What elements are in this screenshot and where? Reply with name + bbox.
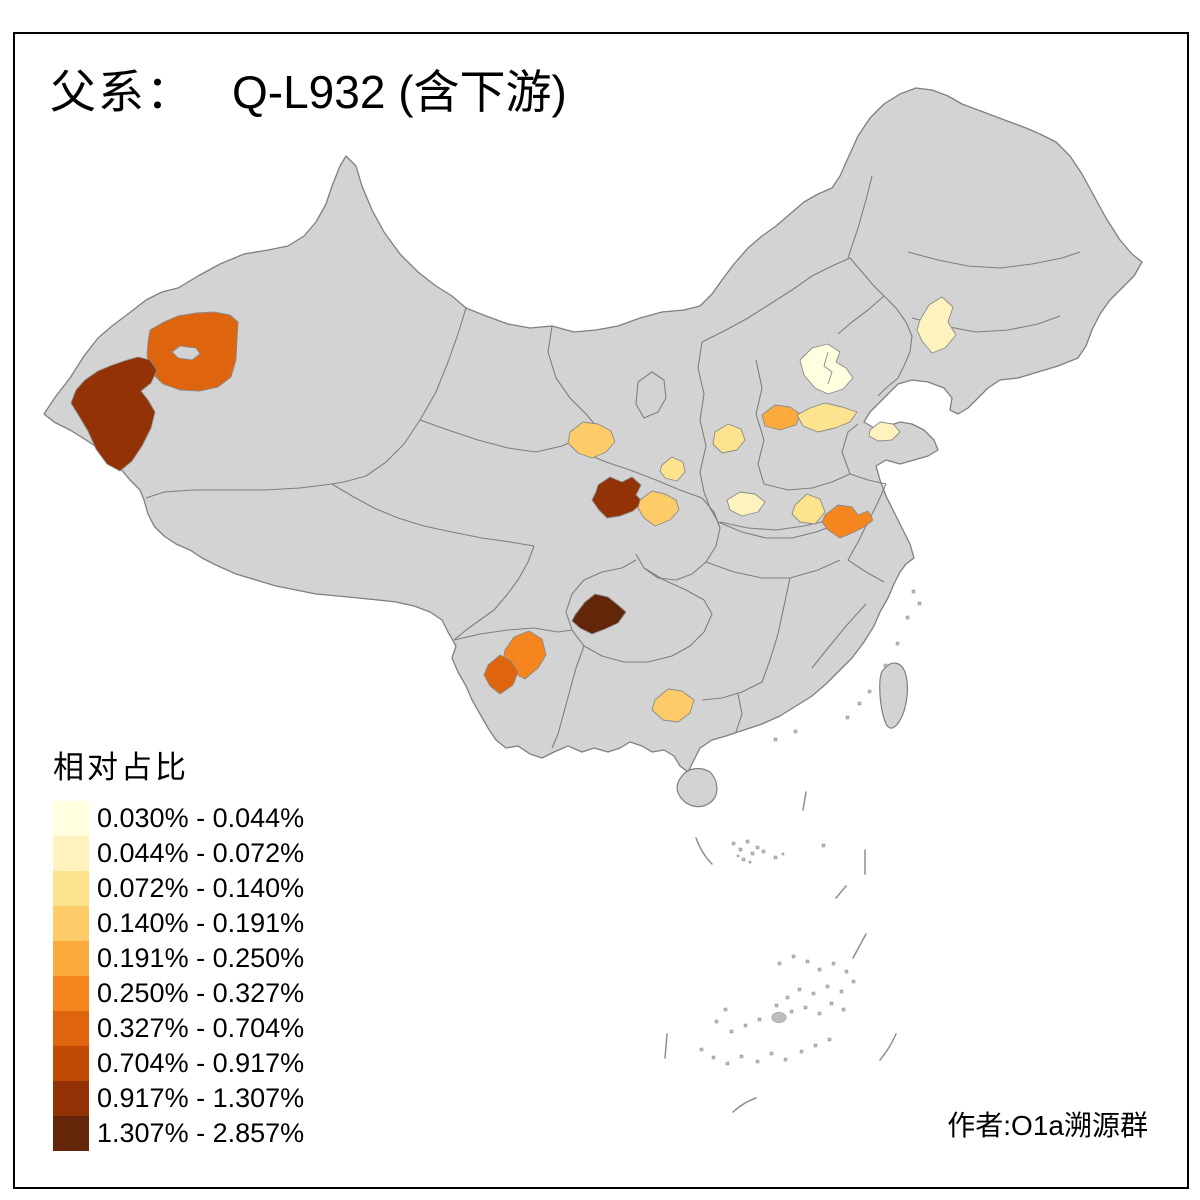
legend-swatch (53, 1081, 89, 1116)
legend-item: 0.072% - 0.140% (53, 871, 304, 906)
map-region (761, 404, 801, 431)
legend-swatch (53, 836, 89, 871)
map-region (796, 402, 858, 433)
map-region (637, 490, 680, 527)
map-region (483, 654, 519, 695)
legend-item-label: 0.191% - 0.250% (97, 943, 305, 973)
legend: 相对占比 0.030% - 0.044% 0.044% - 0.072% 0.0… (53, 742, 304, 1151)
plot-frame (13, 32, 1189, 1189)
map-region (712, 423, 746, 454)
prefecture-divider (823, 351, 833, 385)
legend-swatch (53, 906, 89, 941)
legend-item: 0.917% - 1.307% (53, 1081, 304, 1116)
title-haplogroup: Q-L932 (含下游) (232, 66, 567, 118)
legend-item-label: 0.327% - 0.704% (97, 1013, 305, 1043)
legend-title: 相对占比 (53, 750, 189, 785)
hainan-island (676, 767, 718, 808)
legend-item-label: 0.140% - 0.191% (97, 908, 305, 938)
legend-item: 0.250% - 0.327% (53, 976, 304, 1011)
map-region (799, 343, 854, 395)
map-region (659, 456, 686, 482)
legend-item: 0.704% - 0.917% (53, 1046, 304, 1081)
enclave-hole (171, 345, 201, 361)
legend-item-label: 1.307% - 2.857% (97, 1118, 305, 1148)
map-region (571, 593, 627, 635)
map-region (567, 421, 616, 459)
legend-item: 0.191% - 0.250% (53, 941, 304, 976)
map-region (651, 688, 695, 723)
legend-swatch (53, 1116, 89, 1151)
legend-item: 0.140% - 0.191% (53, 906, 304, 941)
map-region (868, 421, 901, 442)
legend-swatch (53, 976, 89, 1011)
legend-item: 0.044% - 0.072% (53, 836, 304, 871)
map-region (70, 356, 158, 472)
legend-item-label: 0.704% - 0.917% (97, 1048, 305, 1078)
legend-item-label: 0.030% - 0.044% (97, 803, 305, 833)
page-title: 父系： Q-L932 (含下游) (50, 56, 567, 122)
author-credit: 作者:O1a溯源群 (947, 1110, 1148, 1141)
legend-item: 0.030% - 0.044% (53, 801, 304, 836)
legend-swatch (53, 801, 89, 836)
legend-item-label: 0.917% - 1.307% (97, 1083, 305, 1113)
legend-swatch (53, 1046, 89, 1081)
legend-swatch (53, 941, 89, 976)
legend-item-label: 0.072% - 0.140% (97, 873, 305, 903)
legend-swatch (53, 871, 89, 906)
sea-islands-dots (699, 589, 922, 1066)
legend-item-label: 0.044% - 0.072% (97, 838, 305, 868)
map-region (821, 504, 874, 539)
title-prefix: 父系： (50, 65, 194, 119)
map-region (791, 493, 826, 525)
taiwan-island (879, 662, 909, 729)
legend-item-label: 0.250% - 0.327% (97, 978, 305, 1008)
legend-item: 1.307% - 2.857% (53, 1116, 304, 1151)
legend-item: 0.327% - 0.704% (53, 1011, 304, 1046)
map-region (726, 491, 766, 517)
legend-swatch (53, 1011, 89, 1046)
sea-dash-lines (664, 791, 897, 1113)
map-region (916, 296, 957, 354)
